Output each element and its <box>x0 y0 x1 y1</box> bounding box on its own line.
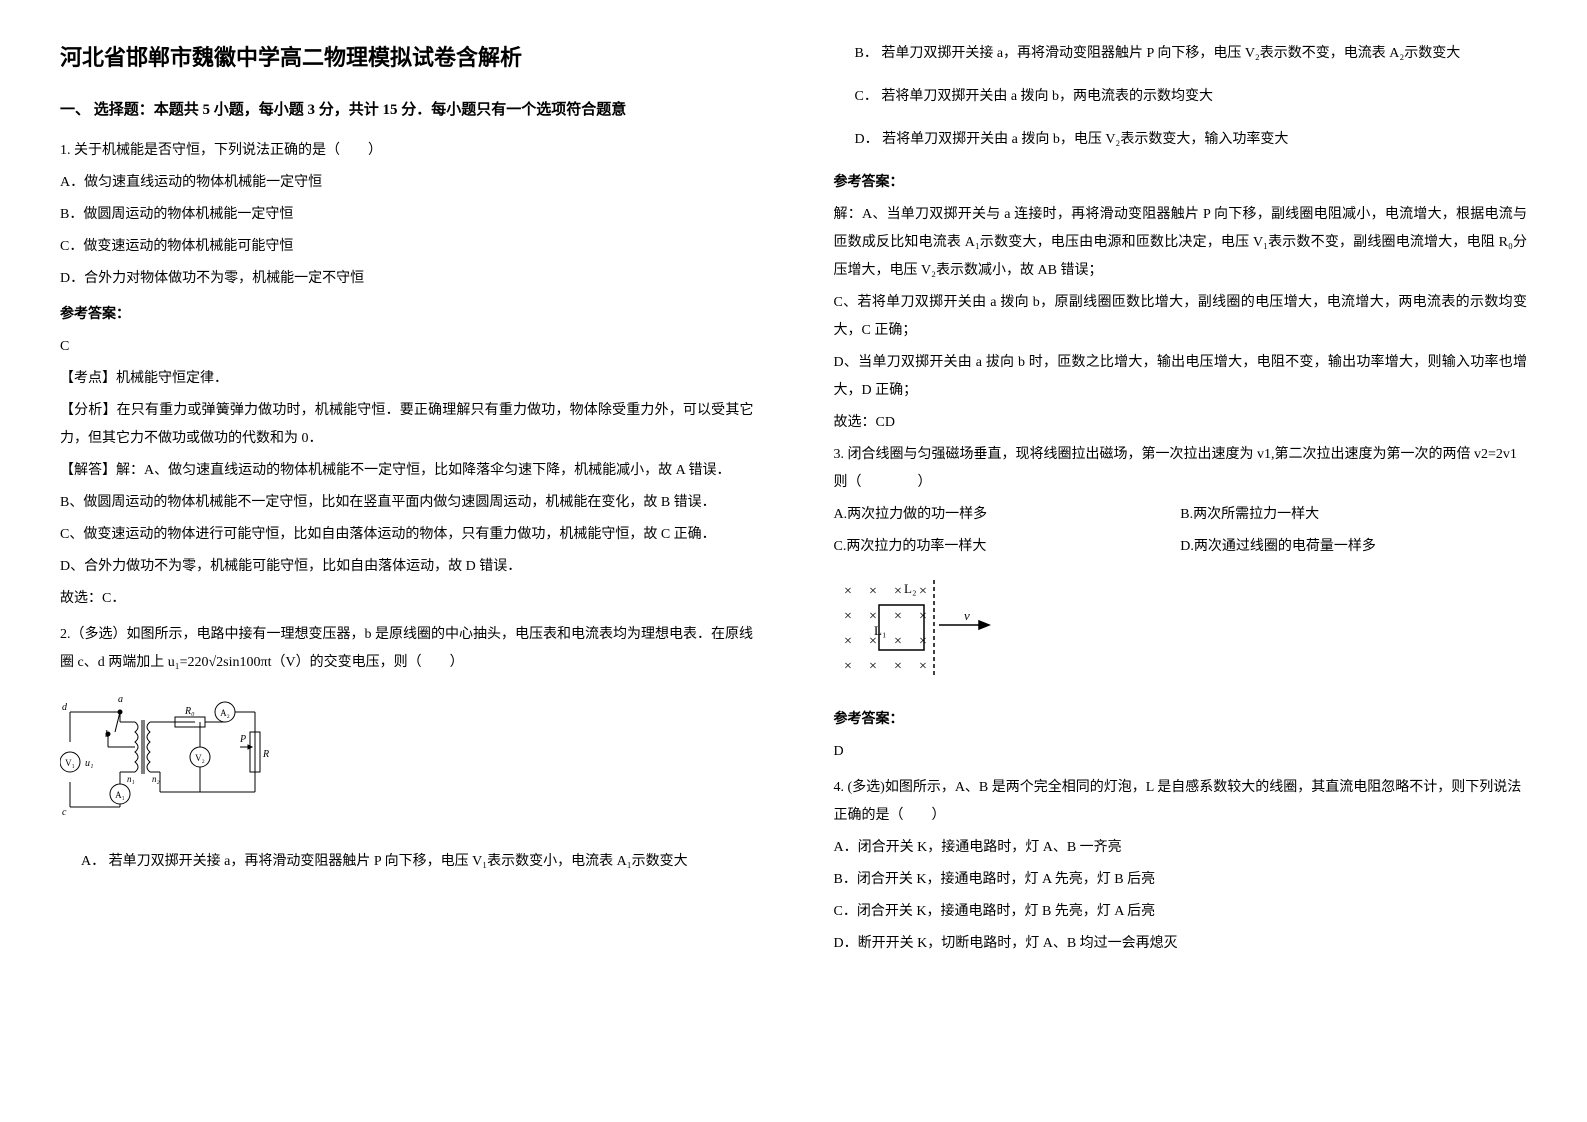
q2-optC: C． 若将单刀双掷开关由 a 拨向 b，两电流表的示数均变大 <box>834 83 1528 111</box>
svg-text:L₂: L₂ <box>904 581 916 596</box>
section-header: 一、 选择题：本题共 5 小题，每小题 3 分，共计 15 分．每小题只有一个选… <box>60 95 754 125</box>
q1-text: 1. 关于机械能是否守恒，下列说法正确的是（ ） <box>60 137 754 165</box>
svg-text:×: × <box>919 609 927 624</box>
q1-jiedaA: 【解答】解：A、做匀速直线运动的物体机械能不一定守恒，比如降落伞匀速下降，机械能… <box>60 457 754 485</box>
q3-optA: A.两次拉力做的功一样多 <box>834 501 1181 529</box>
q4-optB: B．闭合开关 K，接通电路时，灯 A 先亮，灯 B 后亮 <box>834 866 1528 894</box>
svg-text:R: R <box>262 749 269 760</box>
q1-guxuan: 故选：C． <box>60 585 754 613</box>
svg-text:A₂: A₂ <box>220 708 230 718</box>
svg-text:×: × <box>919 634 927 649</box>
q4-optA: A．闭合开关 K，接通电路时，灯 A、B 一齐亮 <box>834 834 1528 862</box>
question-1: 1. 关于机械能是否守恒，下列说法正确的是（ ） A．做匀速直线运动的物体机械能… <box>60 137 754 613</box>
svg-text:×: × <box>844 584 852 599</box>
question-3: 3. 闭合线圈与匀强磁场垂直，现将线圈拉出磁场，第一次拉出速度为 v1,第二次拉… <box>834 441 1528 766</box>
question-4: 4. (多选)如图所示，A、B 是两个完全相同的灯泡，L 是自感系数较大的线圈，… <box>834 774 1528 958</box>
q1-jiedaC: C、做变速运动的物体进行可能守恒，比如自由落体运动的物体，只有重力做功，机械能守… <box>60 521 754 549</box>
q1-optA: A．做匀速直线运动的物体机械能一定守恒 <box>60 169 754 197</box>
svg-text:u₁: u₁ <box>85 758 93 769</box>
q2-optD: D． 若将单刀双掷开关由 a 拨向 b，电压 V₂表示数变大，输入功率变大 <box>834 126 1528 154</box>
field-diagram: ×××× ×××× ×××× ×××× L₂ L₁ v <box>834 575 1528 696</box>
q3-text: 3. 闭合线圈与匀强磁场垂直，现将线圈拉出磁场，第一次拉出速度为 v1,第二次拉… <box>834 441 1528 497</box>
q1-jiedaB: B、做圆周运动的物体机械能不一定守恒，比如在竖直平面内做匀速圆周运动，机械能在变… <box>60 489 754 517</box>
svg-text:×: × <box>844 659 852 674</box>
q2-jieAB: 解：A、当单刀双掷开关与 a 连接时，再将滑动变阻器触片 P 向下移，副线圈电阻… <box>834 201 1528 285</box>
svg-text:×: × <box>919 584 927 599</box>
svg-text:×: × <box>919 659 927 674</box>
q3-optD: D.两次通过线圈的电荷量一样多 <box>1180 533 1527 561</box>
q1-answer-label: 参考答案： <box>60 301 754 329</box>
q4-optD: D．断开开关 K，切断电路时，灯 A、B 均过一会再熄灭 <box>834 930 1528 958</box>
svg-text:v: v <box>964 608 970 623</box>
svg-text:×: × <box>894 609 902 624</box>
q1-fenxi: 【分析】在只有重力或弹簧弹力做功时，机械能守恒．要正确理解只有重力做功，物体除受… <box>60 397 754 453</box>
svg-text:×: × <box>894 634 902 649</box>
page-title: 河北省邯郸市魏徽中学高二物理模拟试卷含解析 <box>60 40 754 75</box>
svg-text:L₁: L₁ <box>874 623 886 638</box>
q3-answer-label: 参考答案： <box>834 706 1528 734</box>
q2-text: 2.（多选）如图所示，电路中接有一理想变压器，b 是原线圈的中心抽头，电压表和电… <box>60 621 754 677</box>
svg-text:c: c <box>62 807 67 818</box>
q2-jieC: C、若将单刀双掷开关由 a 拨向 b，原副线圈匝数比增大，副线圈的电压增大，电流… <box>834 289 1528 345</box>
q1-optD: D．合外力对物体做功不为零，机械能一定不守恒 <box>60 265 754 293</box>
question-2: 2.（多选）如图所示，电路中接有一理想变压器，b 是原线圈的中心抽头，电压表和电… <box>60 621 754 876</box>
q2-optA: A． 若单刀双掷开关接 a，再将滑动变阻器触片 P 向下移，电压 V₁表示数变小… <box>60 848 754 876</box>
svg-text:P: P <box>239 734 246 745</box>
q1-kaodian: 【考点】机械能守恒定律． <box>60 365 754 393</box>
q1-jiedaD: D、合外力做功不为零，机械能可能守恒，比如自由落体运动，故 D 错误． <box>60 553 754 581</box>
q1-optB: B．做圆周运动的物体机械能一定守恒 <box>60 201 754 229</box>
q4-optC: C．闭合开关 K，接通电路时，灯 B 先亮，灯 A 后亮 <box>834 898 1528 926</box>
svg-text:A₁: A₁ <box>115 790 125 800</box>
q2-answer-label: 参考答案： <box>834 169 1528 197</box>
circuit-diagram: V₁ u₁ d c a b A₁ <box>60 692 754 833</box>
svg-text:×: × <box>869 584 877 599</box>
svg-text:V₁: V₁ <box>65 758 75 768</box>
svg-text:d: d <box>62 702 68 713</box>
svg-text:R₀: R₀ <box>184 706 195 717</box>
svg-text:V₂: V₂ <box>195 753 205 763</box>
q3-optC: C.两次拉力的功率一样大 <box>834 533 1181 561</box>
q1-answer: C <box>60 333 754 361</box>
q2-guxuan: 故选：CD <box>834 409 1528 437</box>
q2-optB: B． 若单刀双掷开关接 a，再将滑动变阻器触片 P 向下移，电压 V₂表示数不变… <box>834 40 1528 68</box>
q2-jieD: D、当单刀双掷开关由 a 拔向 b 时，匝数之比增大，输出电压增大，电阻不变，输… <box>834 349 1528 405</box>
q1-optC: C．做变速运动的物体机械能可能守恒 <box>60 233 754 261</box>
svg-text:a: a <box>118 694 123 705</box>
q3-optB: B.两次所需拉力一样大 <box>1180 501 1527 529</box>
q3-answer: D <box>834 738 1528 766</box>
svg-text:×: × <box>894 659 902 674</box>
svg-text:n₁: n₁ <box>127 774 135 784</box>
svg-text:×: × <box>869 609 877 624</box>
svg-text:n₂: n₂ <box>152 774 160 784</box>
q4-text: 4. (多选)如图所示，A、B 是两个完全相同的灯泡，L 是自感系数较大的线圈，… <box>834 774 1528 830</box>
svg-text:×: × <box>844 609 852 624</box>
svg-text:×: × <box>844 634 852 649</box>
svg-text:×: × <box>869 659 877 674</box>
svg-text:×: × <box>894 584 902 599</box>
